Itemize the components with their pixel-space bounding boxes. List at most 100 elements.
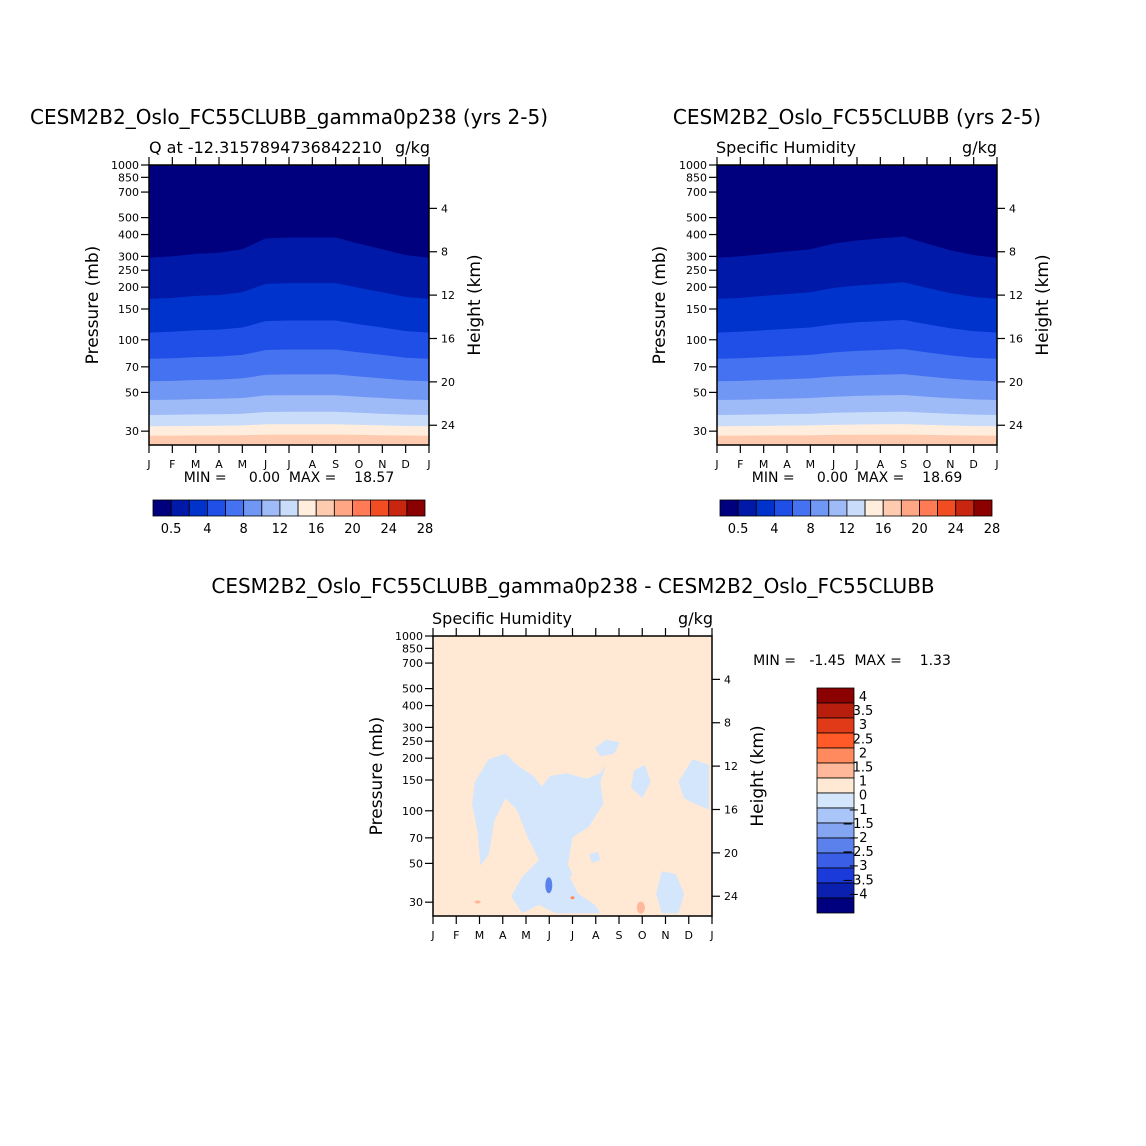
month-label: J (547, 929, 551, 942)
month-label: J (286, 458, 290, 471)
colorbar-label: −2 (848, 831, 867, 846)
panel3-height-axis: 24 20 16 12 8 4 (712, 673, 738, 903)
panel1-stats: MIN = 0.00 MAX = 18.57 (184, 470, 395, 486)
colorbar-box (243, 499, 263, 517)
month-label: O (355, 458, 364, 471)
negative-anomaly (656, 871, 685, 914)
positive-anomaly (636, 901, 645, 914)
colorbar-box (816, 897, 855, 914)
month-label: A (215, 458, 223, 471)
panel1-height-axis: 24 20 16 12 8 4 (429, 202, 455, 432)
height-tick-label: 4 (441, 202, 448, 215)
colorbar-label: 0.5 (161, 522, 182, 537)
colorbar-label: 1.5 (853, 761, 874, 776)
pressure-tick-label: 400 (402, 700, 423, 713)
panel-difference: CESM2B2_Oslo_FC55CLUBB_gamma0p238 - CESM… (211, 574, 951, 942)
negative-anomaly (631, 764, 651, 799)
pressure-tick-label: 100 (118, 334, 139, 347)
height-tick-label: 16 (1009, 332, 1023, 345)
pressure-tick-label: 850 (118, 171, 139, 184)
month-label: D (401, 458, 409, 471)
pressure-tick-label: 150 (118, 303, 139, 316)
colorbar-label: −3 (848, 859, 867, 874)
colorbar-label: 4 (203, 522, 211, 537)
colorbar-box (206, 499, 226, 517)
colorbar-box (297, 499, 317, 517)
height-tick-label: 16 (441, 332, 455, 345)
panel3-subtitle-left: Specific Humidity (432, 609, 572, 628)
colorbar-box (864, 499, 884, 517)
pressure-tick-label: 500 (686, 212, 707, 225)
negative-anomaly (678, 759, 710, 810)
colorbar-label: −1 (848, 803, 867, 818)
height-tick-label: 4 (724, 673, 731, 686)
positive-anomaly (474, 900, 481, 904)
panel1-ylabel: Pressure (mb) (83, 246, 103, 365)
height-tick-label: 12 (441, 289, 455, 302)
colorbar-box (774, 499, 793, 517)
colorbar-label: 16 (308, 522, 325, 537)
panel1-ylabel-right: Height (km) (465, 254, 485, 355)
pressure-tick-label: 300 (118, 250, 139, 263)
pressure-tick-label: 300 (402, 721, 423, 734)
month-label: J (263, 458, 267, 471)
month-label: D (969, 458, 977, 471)
pressure-tick-label: 500 (402, 683, 423, 696)
month-label: A (499, 929, 507, 942)
panel1-subtitle-right: g/kg (395, 138, 430, 157)
pressure-tick-label: 150 (686, 303, 707, 316)
negative-anomaly (589, 851, 601, 863)
pressure-tick-label: 400 (118, 229, 139, 242)
colorbar-box (882, 499, 902, 517)
colorbar-box (370, 499, 390, 517)
strong-negative-anomaly (545, 877, 553, 894)
colorbar-box (973, 499, 993, 517)
month-label: J (714, 458, 718, 471)
month-label: S (616, 929, 623, 942)
panel3-stats: MIN = -1.45 MAX = 1.33 (753, 653, 951, 669)
height-tick-label: 16 (724, 803, 738, 816)
colorbar-label: 24 (380, 522, 397, 537)
colorbar-box (406, 499, 426, 517)
colorbar-box (937, 499, 957, 517)
panel2-colorbar (719, 499, 993, 517)
height-tick-label: 24 (441, 419, 455, 432)
colorbar-box (816, 687, 855, 704)
colorbar-label: 1 (859, 775, 867, 790)
colorbar-label: 12 (839, 522, 856, 537)
panel-gamma-run: CESM2B2_Oslo_FC55CLUBB_gamma0p238 (yrs 2… (30, 105, 548, 537)
panel3-colorbar (816, 687, 855, 914)
month-label: S (332, 458, 339, 471)
colorbar-box (261, 499, 281, 517)
month-label: F (453, 929, 459, 942)
month-label: D (685, 929, 693, 942)
month-label: J (831, 458, 835, 471)
month-label: J (854, 458, 858, 471)
pressure-tick-label: 850 (686, 171, 707, 184)
pressure-tick-label: 250 (686, 264, 707, 277)
height-tick-label: 24 (724, 890, 738, 903)
pressure-tick-label: 50 (693, 386, 707, 399)
colorbar-box (792, 499, 812, 517)
colorbar-label: 3 (859, 718, 867, 733)
panel3-title: CESM2B2_Oslo_FC55CLUBB_gamma0p238 - CESM… (211, 574, 934, 598)
panel3-difference-field (433, 636, 712, 916)
colorbar-label: 2 (859, 746, 867, 761)
month-label: J (994, 458, 998, 471)
month-label: M (806, 458, 816, 471)
pressure-tick-label: 200 (686, 281, 707, 294)
pressure-tick-label: 700 (686, 186, 707, 199)
month-label: A (592, 929, 600, 942)
colorbar-label: 4 (770, 522, 778, 537)
colorbar-label: −2.5 (842, 845, 874, 860)
colorbar-label: 28 (984, 522, 1001, 537)
month-label: S (900, 458, 907, 471)
pressure-tick-label: 70 (409, 832, 423, 845)
colorbar-label: 2.5 (853, 732, 874, 747)
colorbar-label: −3.5 (842, 873, 874, 888)
pressure-tick-label: 50 (125, 386, 139, 399)
height-tick-label: 8 (1009, 246, 1016, 259)
